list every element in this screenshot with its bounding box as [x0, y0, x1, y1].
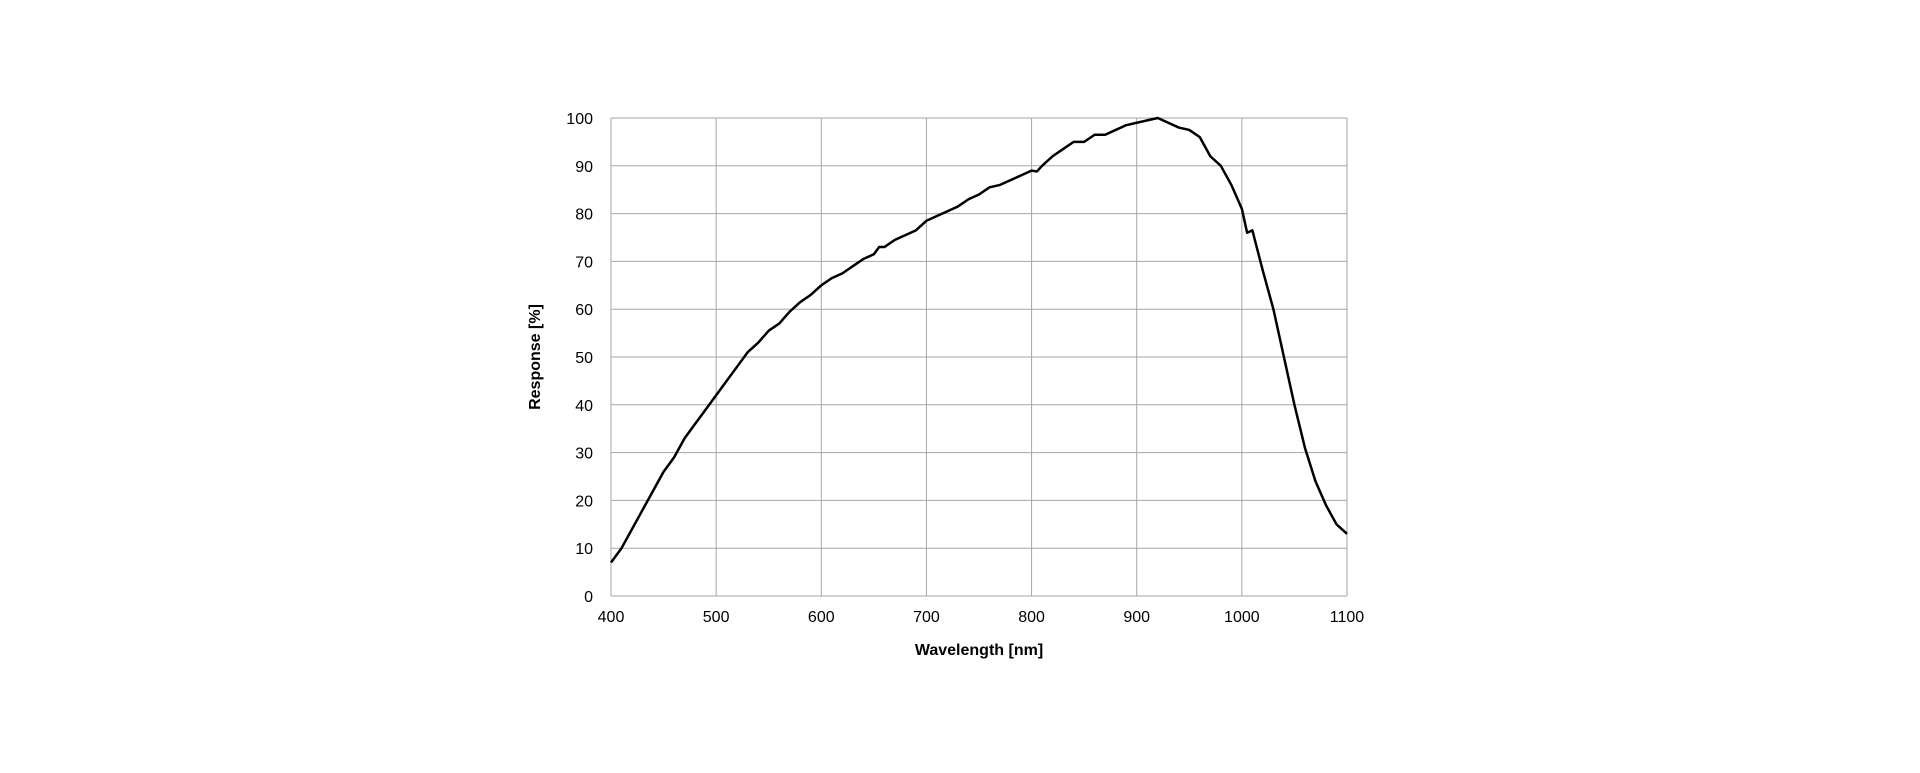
x-tick-label: 400 — [598, 609, 625, 626]
x-tick-label: 800 — [1018, 609, 1045, 626]
line — [609, 116, 1348, 564]
x-tick-label: 700 — [913, 609, 940, 626]
x-tick-label: 1000 — [1224, 609, 1260, 626]
y-tick-label: 90 — [575, 159, 593, 176]
y-tick-label: 40 — [575, 398, 593, 415]
y-tick-label: 80 — [575, 207, 593, 224]
x-axis-title: Wavelength [nm] — [915, 642, 1043, 659]
x-tick-label: 600 — [808, 609, 835, 626]
x-tick-label: 1100 — [1330, 609, 1365, 626]
x-tick-label: 900 — [1123, 609, 1150, 626]
y-tick-label: 60 — [575, 302, 593, 319]
y-tick-label: 10 — [575, 541, 593, 558]
y-tick-label: 0 — [584, 589, 593, 606]
y-axis-title: Response [%] — [527, 304, 544, 410]
y-tick-label: 70 — [575, 254, 593, 271]
y-tick-label: 30 — [575, 446, 593, 463]
y-tick-label: 20 — [575, 493, 593, 510]
y-tick-label: 100 — [566, 111, 593, 128]
x-tick-label: 500 — [703, 609, 730, 626]
y-tick-label: 50 — [575, 350, 593, 367]
